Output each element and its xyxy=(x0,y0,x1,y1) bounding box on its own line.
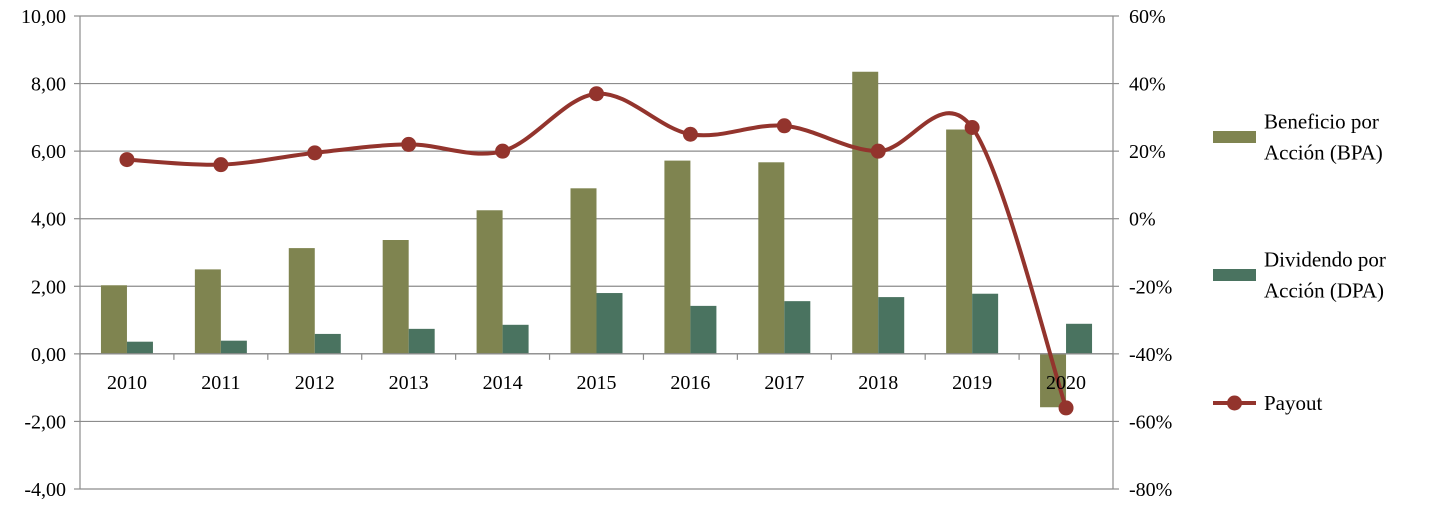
bar-dpa xyxy=(690,305,717,354)
legend-swatch-marker xyxy=(1227,395,1242,411)
payout-point xyxy=(1058,400,1074,416)
bar-dpa xyxy=(972,293,999,354)
category-label: 2016 xyxy=(670,372,710,394)
legend-swatch xyxy=(1213,269,1256,281)
bar-dpa xyxy=(126,341,153,354)
payout-point xyxy=(401,136,417,152)
bar-bpa xyxy=(664,160,691,354)
legend: Beneficio por Acción (BPA) Dividendo por Ac… xyxy=(1213,110,1386,415)
bar-bpa xyxy=(946,129,973,354)
category-label: 2013 xyxy=(389,372,429,394)
bar-dpa xyxy=(220,340,247,354)
bar-bpa xyxy=(852,71,879,354)
bar-dpa xyxy=(784,301,811,354)
bar-bpa xyxy=(476,210,503,354)
right-tick-label: -80% xyxy=(1129,479,1172,501)
category-label: 2014 xyxy=(483,372,523,394)
payout-point xyxy=(682,126,698,142)
left-tick-label: -2,00 xyxy=(24,411,66,433)
category-label: 2020 xyxy=(1046,372,1086,394)
bar-dpa xyxy=(314,333,341,354)
payout-point xyxy=(213,157,229,173)
legend-label: Payout xyxy=(1264,391,1323,415)
left-tick-label: -4,00 xyxy=(24,479,66,501)
right-tick-label: 40% xyxy=(1129,74,1166,96)
bar-bpa xyxy=(100,285,127,354)
left-tick-label: 6,00 xyxy=(31,141,66,163)
category-label: 2011 xyxy=(201,372,240,394)
right-axis-ticks: 60% 40% 20% 0% -20% -40% -60% -80% xyxy=(1129,6,1172,501)
category-label: 2019 xyxy=(952,372,992,394)
payout-point xyxy=(307,145,323,161)
left-tick-label: 10,00 xyxy=(21,6,66,28)
left-tick-label: 0,00 xyxy=(31,344,66,366)
bars xyxy=(100,71,1093,408)
right-tick-label: -40% xyxy=(1129,344,1172,366)
payout-point xyxy=(589,86,604,102)
payout-point xyxy=(495,143,511,159)
bar-dpa xyxy=(878,297,905,354)
bar-bpa xyxy=(382,239,409,354)
legend-label: Acción (DPA) xyxy=(1264,279,1384,303)
left-tick-label: 2,00 xyxy=(31,276,66,298)
category-label: 2017 xyxy=(764,372,804,394)
bar-bpa xyxy=(758,162,785,354)
right-tick-label: 20% xyxy=(1129,141,1166,163)
category-labels: 2010 2011 2012 2013 2014 2015 2016 2017 2018 2019… xyxy=(107,372,1086,394)
bar-dpa xyxy=(1066,323,1093,354)
left-tick-label: 4,00 xyxy=(31,209,66,231)
legend-label: Acción (BPA) xyxy=(1264,141,1383,165)
category-label: 2012 xyxy=(295,372,335,394)
bar-dpa xyxy=(502,324,529,354)
category-label: 2010 xyxy=(107,372,147,394)
bar-dpa xyxy=(596,293,623,354)
payout-line-group xyxy=(119,86,1074,416)
legend-swatch xyxy=(1213,131,1256,143)
left-axis-ticks: 10,00 8,00 6,00 4,00 2,00 0,00 -2,00 -4,00 xyxy=(21,6,66,501)
right-tick-label: 60% xyxy=(1129,6,1166,28)
payout-point xyxy=(964,119,980,135)
axes xyxy=(74,15,1119,490)
bar-dpa xyxy=(408,328,435,354)
bar-bpa xyxy=(288,248,315,354)
category-label: 2015 xyxy=(577,372,617,394)
bar-bpa xyxy=(194,269,221,354)
bar-bpa xyxy=(570,188,597,354)
category-label: 2018 xyxy=(858,372,898,394)
right-tick-label: 0% xyxy=(1129,209,1156,231)
payout-point xyxy=(776,118,792,134)
payout-point xyxy=(870,143,886,159)
right-tick-label: -20% xyxy=(1129,276,1172,298)
right-tick-label: -60% xyxy=(1129,411,1172,433)
left-tick-label: 8,00 xyxy=(31,74,66,96)
legend-label: Beneficio por xyxy=(1264,110,1379,134)
payout-point xyxy=(119,152,135,168)
legend-label: Dividendo por xyxy=(1264,248,1386,272)
